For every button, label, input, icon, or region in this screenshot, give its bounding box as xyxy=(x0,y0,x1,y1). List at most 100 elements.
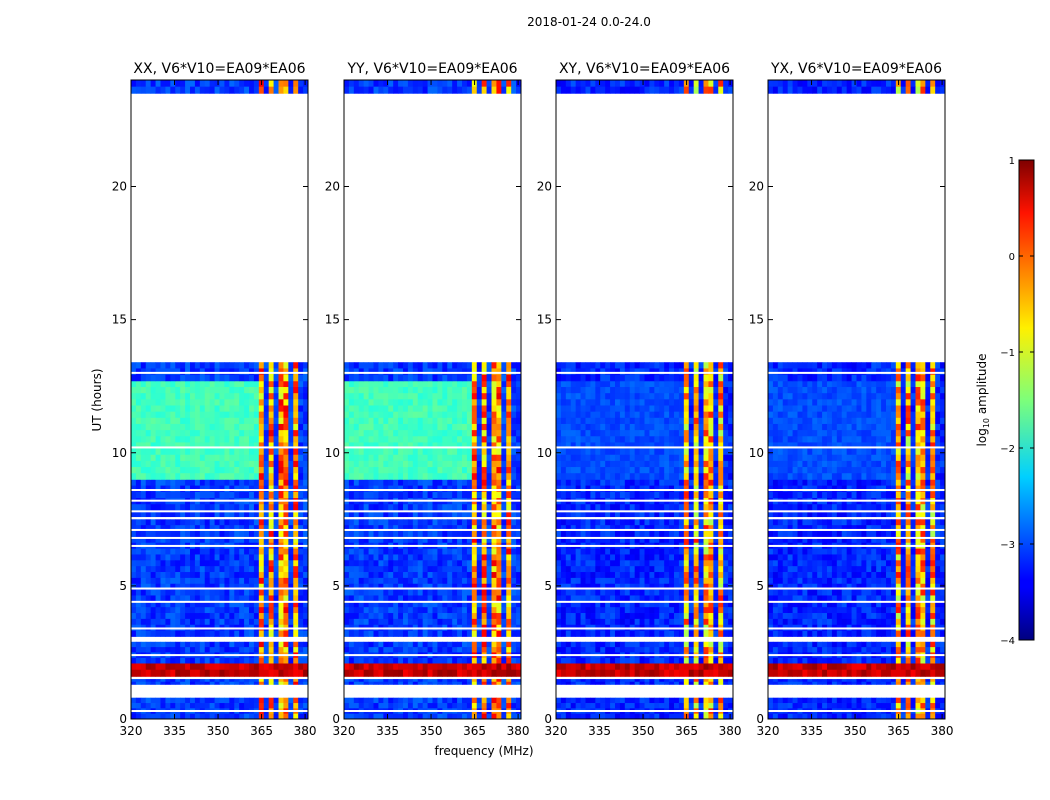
heatmap-cell xyxy=(348,436,355,443)
heatmap-cell xyxy=(219,663,225,671)
heatmap-cell xyxy=(194,411,201,419)
heatmap-cell xyxy=(511,679,517,683)
heatmap-cell xyxy=(229,374,235,382)
heatmap-cell xyxy=(378,657,384,664)
heatmap-cell xyxy=(273,417,279,425)
heatmap-cell xyxy=(185,531,191,538)
heatmap-cell xyxy=(293,436,299,443)
heatmap-cell xyxy=(693,713,699,720)
heatmap-cell xyxy=(407,566,414,573)
heatmap-cell xyxy=(283,519,289,526)
heatmap-cell xyxy=(698,681,704,685)
heatmap-cell xyxy=(471,536,478,544)
heatmap-cell xyxy=(219,436,225,443)
heatmap-cell xyxy=(713,536,719,544)
heatmap-cell xyxy=(160,531,166,538)
heatmap-cell xyxy=(165,613,171,620)
heatmap-cell xyxy=(398,630,404,637)
heatmap-cell xyxy=(175,374,181,382)
heatmap-cell xyxy=(165,630,171,637)
heatmap-cell xyxy=(229,387,235,394)
heatmap-cell xyxy=(199,525,206,532)
heatmap-cell xyxy=(634,548,640,555)
heatmap-cell xyxy=(688,519,695,526)
heatmap-cell xyxy=(496,454,502,462)
heatmap-cell xyxy=(234,601,240,608)
heatmap-cell xyxy=(471,423,478,431)
heatmap-cell xyxy=(190,485,196,493)
heatmap-cell xyxy=(273,504,279,511)
heatmap-cell xyxy=(165,405,171,413)
heatmap-cell xyxy=(393,641,399,648)
heatmap-cell xyxy=(452,473,458,480)
heatmap-cell xyxy=(383,380,389,388)
heatmap-cell xyxy=(155,618,161,626)
heatmap-cell xyxy=(723,679,729,683)
heatmap-cell xyxy=(214,436,220,443)
heatmap-cell xyxy=(363,647,369,653)
heatmap-cell xyxy=(234,479,240,486)
heatmap-cell xyxy=(462,663,468,671)
heatmap-cell xyxy=(471,467,478,474)
heatmap-cell xyxy=(491,554,497,561)
heatmap-cell xyxy=(204,485,211,493)
heatmap-cell xyxy=(258,681,265,685)
heatmap-cell xyxy=(570,663,577,671)
heatmap-cell xyxy=(442,531,448,538)
heatmap-cell xyxy=(403,86,409,94)
heatmap-cell xyxy=(258,613,265,620)
heatmap-cell xyxy=(145,485,152,493)
heatmap-cell xyxy=(190,572,196,579)
heatmap-cell xyxy=(718,713,724,720)
heatmap-cell xyxy=(398,460,404,468)
heatmap-cell xyxy=(135,519,142,526)
heatmap-cell xyxy=(713,548,719,555)
heatmap-cell xyxy=(358,697,365,704)
heatmap-cell xyxy=(234,548,240,555)
heatmap-cell xyxy=(501,454,507,462)
heatmap-cell xyxy=(388,647,394,653)
heatmap-cell xyxy=(263,387,270,394)
heatmap-cell xyxy=(383,703,389,709)
heatmap-cell xyxy=(496,80,502,88)
heatmap-cell xyxy=(403,536,409,544)
heatmap-cell xyxy=(249,491,255,499)
heatmap-cell xyxy=(175,519,181,526)
heatmap-cell xyxy=(140,399,147,406)
heatmap-cell xyxy=(669,657,675,664)
heatmap-cell xyxy=(693,647,699,653)
heatmap-cell xyxy=(368,411,374,419)
heatmap-cell xyxy=(358,368,365,376)
heatmap-cell xyxy=(590,548,596,555)
heatmap-cell xyxy=(447,589,453,596)
heatmap-cell xyxy=(363,572,369,579)
heatmap-cell xyxy=(417,681,424,685)
heatmap-cell xyxy=(244,423,250,431)
heatmap-cell xyxy=(481,473,487,480)
heatmap-cell xyxy=(649,681,655,685)
heatmap-cell xyxy=(496,448,502,456)
heatmap-cell xyxy=(190,460,196,468)
heatmap-cell xyxy=(432,583,438,591)
heatmap-cell xyxy=(462,411,468,419)
heatmap-cell xyxy=(481,399,487,406)
heatmap-cell xyxy=(288,374,294,382)
heatmap-cell xyxy=(288,641,294,648)
heatmap-cell xyxy=(150,467,156,474)
x-tick-label: 365 xyxy=(250,724,273,738)
heatmap-cell xyxy=(214,467,220,474)
flag-gap-line xyxy=(344,510,521,513)
heatmap-cell xyxy=(229,417,235,425)
heatmap-cell xyxy=(437,362,443,369)
heatmap-cell xyxy=(263,577,270,585)
heatmap-cell xyxy=(457,577,463,585)
heatmap-cell xyxy=(471,681,478,685)
heatmap-cell xyxy=(239,405,245,413)
heatmap-cell xyxy=(155,601,161,608)
heatmap-cell xyxy=(501,566,507,573)
heatmap-cell xyxy=(481,713,487,720)
heatmap-cell xyxy=(344,473,350,480)
heatmap-cell xyxy=(140,479,147,486)
heatmap-cell xyxy=(565,641,572,648)
heatmap-cell xyxy=(278,442,284,449)
